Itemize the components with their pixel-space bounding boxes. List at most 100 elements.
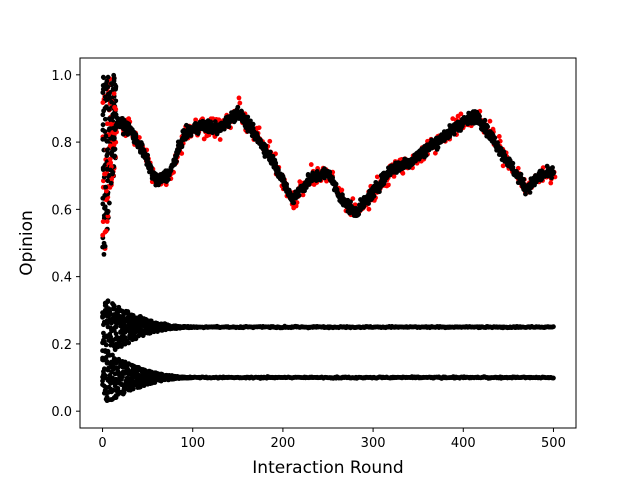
data-point	[248, 118, 253, 124]
data-point	[108, 311, 114, 317]
x-tick-label: 400	[451, 436, 476, 451]
data-point	[109, 99, 115, 105]
data-point	[492, 135, 498, 141]
data-point	[108, 160, 114, 166]
data-point	[386, 182, 391, 188]
data-point	[306, 181, 312, 187]
data-point	[100, 178, 106, 184]
data-point	[110, 146, 116, 152]
y-tick-label: 0.0	[51, 405, 72, 420]
data-point	[100, 195, 106, 201]
data-point	[126, 340, 132, 346]
data-point	[110, 387, 116, 393]
data-point	[104, 121, 110, 127]
data-point	[101, 366, 107, 372]
data-point	[108, 167, 113, 173]
data-point	[107, 156, 113, 162]
data-point	[103, 342, 109, 348]
data-point	[104, 153, 110, 159]
x-tick-label: 100	[180, 436, 205, 451]
data-point	[276, 167, 281, 173]
data-point	[101, 213, 107, 219]
data-point	[106, 365, 112, 371]
data-point	[221, 126, 227, 132]
data-point	[113, 98, 119, 104]
data-point	[339, 187, 345, 193]
x-tick-label: 300	[361, 436, 386, 451]
data-point	[107, 200, 112, 206]
data-point	[105, 210, 110, 216]
data-point	[548, 180, 554, 186]
x-axis-ticks: 0 100 200 300 400 500	[98, 428, 566, 451]
data-point	[523, 191, 528, 197]
data-point	[139, 142, 145, 148]
data-point	[122, 335, 128, 340]
data-point	[374, 174, 380, 180]
data-point	[458, 111, 464, 117]
data-point	[518, 171, 524, 177]
data-point	[100, 122, 106, 128]
data-point	[100, 90, 106, 95]
y-tick-label: 1.0	[51, 69, 72, 84]
data-point	[103, 184, 109, 190]
data-point	[333, 181, 339, 187]
data-point	[104, 188, 109, 194]
data-point	[267, 138, 273, 144]
scatter-points	[100, 72, 558, 404]
data-point	[487, 118, 493, 124]
data-point	[366, 201, 371, 206]
y-tick-label: 0.8	[51, 136, 72, 151]
data-point	[110, 86, 116, 92]
data-point	[550, 165, 555, 170]
data-point	[100, 219, 106, 225]
data-point	[551, 324, 556, 330]
data-point	[366, 206, 372, 212]
data-point	[108, 81, 114, 86]
y-tick-label: 0.6	[51, 203, 72, 218]
data-point	[179, 144, 185, 150]
data-point	[101, 75, 107, 81]
data-point	[212, 119, 218, 125]
data-point	[356, 211, 362, 217]
data-point	[111, 136, 117, 142]
data-point	[104, 219, 110, 224]
data-point	[340, 192, 345, 198]
data-point	[145, 152, 151, 158]
data-point	[330, 175, 335, 180]
y-axis-ticks: 0.0 0.2 0.4 0.6 0.8 1.0	[51, 69, 80, 420]
data-point	[435, 145, 441, 150]
data-point	[216, 117, 222, 123]
data-point	[106, 116, 112, 122]
x-tick-label: 200	[270, 436, 295, 451]
x-tick-label: 500	[541, 436, 566, 451]
y-tick-label: 0.2	[51, 338, 72, 353]
data-point	[496, 134, 502, 139]
data-point	[105, 213, 111, 219]
data-point	[267, 149, 273, 155]
y-axis-label: Opinion	[17, 210, 37, 276]
data-point	[391, 173, 397, 179]
plot-frame	[79, 57, 577, 429]
data-point	[284, 181, 289, 187]
data-point	[348, 199, 353, 205]
data-point	[105, 178, 111, 184]
data-point	[193, 117, 199, 123]
data-point	[105, 298, 111, 304]
data-point	[500, 163, 506, 169]
data-point	[109, 176, 115, 182]
data-point	[111, 91, 117, 97]
data-point	[549, 175, 555, 181]
data-point	[113, 106, 119, 112]
data-point	[122, 386, 128, 392]
data-point	[100, 201, 106, 207]
data-point	[107, 95, 113, 101]
x-axis-label: Interaction Round	[252, 458, 403, 478]
data-point	[100, 232, 106, 238]
data-point	[495, 140, 500, 146]
data-point	[226, 124, 232, 130]
data-point	[108, 121, 114, 127]
data-point	[236, 95, 242, 101]
data-point	[237, 100, 243, 106]
data-point	[101, 251, 107, 257]
